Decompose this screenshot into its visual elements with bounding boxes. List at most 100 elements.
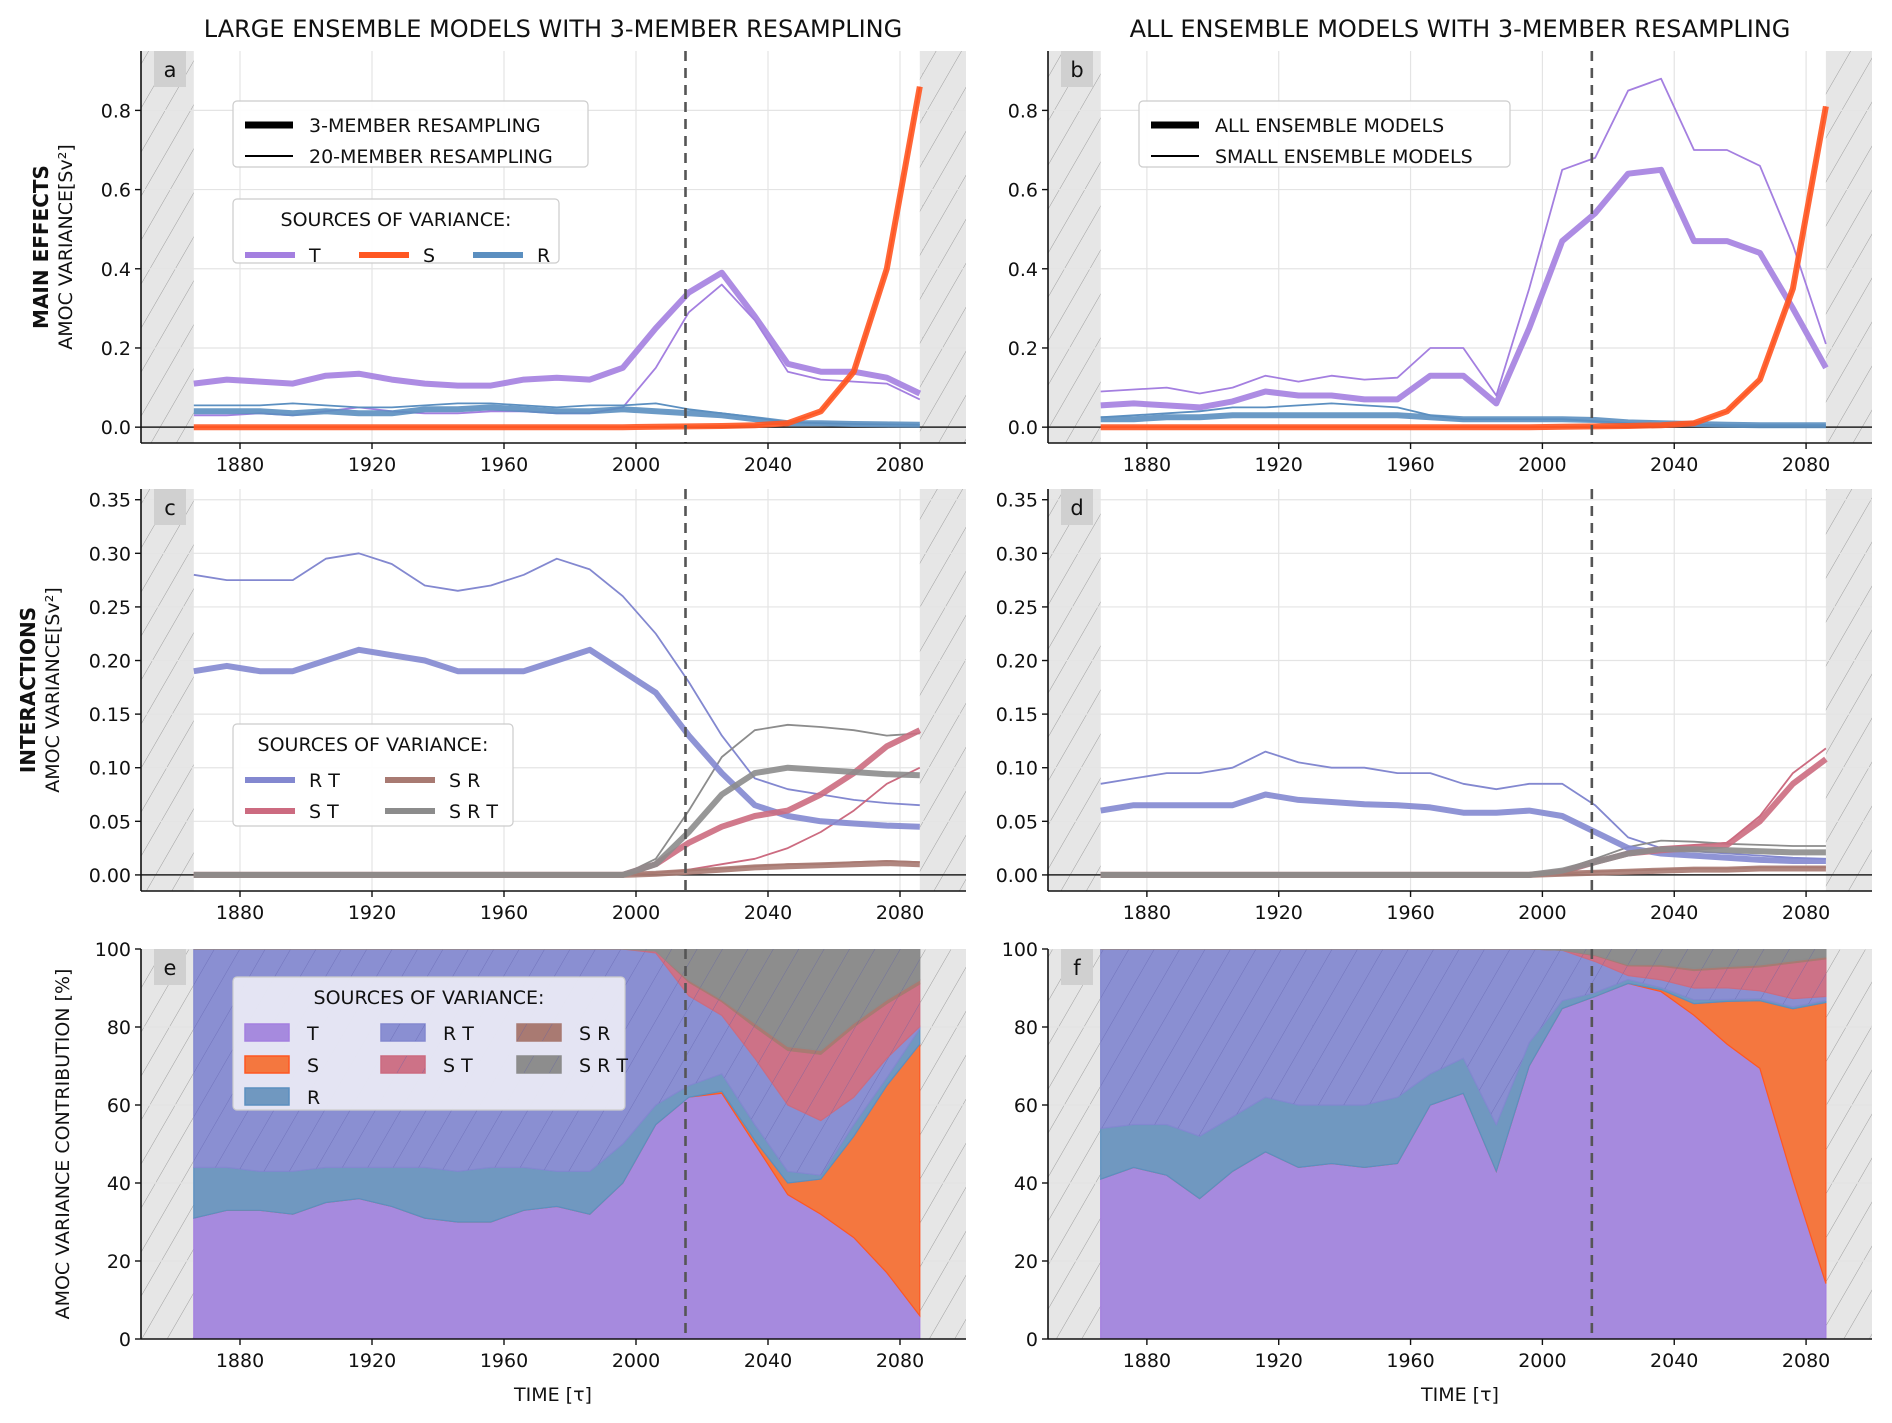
panel-letter-box <box>1061 51 1093 87</box>
panel-letter: c <box>164 496 176 520</box>
x-tick-label: 2040 <box>1650 902 1698 924</box>
x-tick-label: 1920 <box>1255 1350 1303 1372</box>
legend: 3-MEMBER RESAMPLING 20-MEMBER RESAMPLING <box>232 100 589 168</box>
legend-box <box>232 976 626 1111</box>
legend-swatch-hatch <box>517 1056 561 1073</box>
legend-entry: 3-MEMBER RESAMPLING <box>245 115 541 137</box>
y-tick-label: 0.15 <box>89 704 131 726</box>
row-label-main-effects: MAIN EFFECTS <box>29 165 53 329</box>
legend-entry: S T <box>245 801 339 823</box>
legend-entry: SMALL ENSEMBLE MODELS <box>1151 146 1473 168</box>
legend-title: SOURCES OF VARIANCE: <box>314 987 545 1009</box>
legend-entry: 20-MEMBER RESAMPLING <box>245 146 553 168</box>
y-tick-label: 0.30 <box>89 543 131 565</box>
legend-swatch-T <box>244 1023 290 1042</box>
legend-entry: S <box>244 1055 319 1077</box>
y-tick-label: 0.8 <box>101 100 131 122</box>
series-line-S-thick <box>193 86 923 431</box>
x-tick-label: 1880 <box>1123 454 1171 476</box>
out-of-range-left <box>141 489 194 891</box>
out-of-range-left <box>1048 51 1101 443</box>
x-tick-label: 2040 <box>744 902 792 924</box>
out-of-range-right <box>919 489 966 891</box>
y-tick-label: 0.10 <box>89 758 131 780</box>
x-tick-label: 1880 <box>216 1350 264 1372</box>
x-tick-label: 1920 <box>348 1350 396 1372</box>
y-tick-label: 80 <box>1014 1017 1038 1039</box>
legend-swatch-S <box>244 1055 290 1074</box>
x-tick-label: 2040 <box>1650 1350 1698 1372</box>
y-tick-label: 0.35 <box>996 490 1038 512</box>
y-tick-label: 20 <box>1014 1251 1038 1273</box>
legend-label: S R <box>449 770 480 792</box>
x-tick-label: 1920 <box>1255 454 1303 476</box>
y-tick-label: 40 <box>107 1173 131 1195</box>
y-tick-label: 0.8 <box>1008 100 1038 122</box>
out-of-range-right <box>919 949 966 1339</box>
out-of-range-right <box>1825 51 1872 443</box>
plot-area <box>141 489 966 891</box>
y-tick-label: 0.0 <box>1008 417 1038 439</box>
legend-entry: S R T <box>516 1055 628 1077</box>
y-tick-label: 20 <box>107 1251 131 1273</box>
legend-label: R T <box>309 770 340 792</box>
panel-letter: f <box>1073 956 1081 980</box>
x-tick-label: 2000 <box>612 454 660 476</box>
legend-entry: S T <box>380 1055 473 1077</box>
plot-area <box>141 51 966 443</box>
series-line-T-thin <box>1100 77 1827 397</box>
legend-box <box>232 198 560 264</box>
legend-label: S <box>307 1055 319 1077</box>
plot-area <box>1048 949 1872 1339</box>
out-of-range-left <box>1048 489 1101 891</box>
x-tick-label: 2000 <box>1518 902 1566 924</box>
y-tick-label: 80 <box>107 1017 131 1039</box>
panel-d: 1880 1920 1960 2000 2040 2080 0.00 0.05 0.10 0.15… <box>996 489 1872 924</box>
y-tick-label: 0.30 <box>996 543 1038 565</box>
out-of-range-left <box>1048 949 1101 1339</box>
legend-entry: T <box>244 1023 319 1045</box>
series-line-SRT-thick <box>1100 846 1826 878</box>
legend-label: SMALL ENSEMBLE MODELS <box>1215 146 1473 168</box>
stack-hatch-SRT <box>193 949 920 1051</box>
out-of-range-right <box>1825 489 1872 891</box>
legend: ALL ENSEMBLE MODELS SMALL ENSEMBLE MODELS <box>1138 100 1511 168</box>
legend-label: S R <box>579 1023 610 1045</box>
y-tick-label: 60 <box>1014 1095 1038 1117</box>
y-tick-label: 0.6 <box>101 180 131 202</box>
x-tick-label: 1960 <box>480 454 528 476</box>
row-label-main-effects-unit: AMOC VARIANCE[Sv²] <box>55 144 77 349</box>
legend-label: S R T <box>449 801 498 823</box>
legend-swatch-hatch <box>517 1024 561 1041</box>
legend-label: R T <box>443 1023 474 1045</box>
row-label-interactions-unit: AMOC VARIANCE[Sv²] <box>42 587 64 792</box>
legend-label: T <box>306 1023 319 1045</box>
x-tick-label: 2000 <box>612 902 660 924</box>
legend-box <box>232 723 514 827</box>
panel-letter-box <box>1061 949 1093 985</box>
legend-entry: S R <box>516 1023 610 1045</box>
row-label-interactions: INTERACTIONS <box>16 607 40 773</box>
series-line-R-thick <box>1100 412 1826 429</box>
y-tick-label: 0.00 <box>89 865 131 887</box>
legend: SOURCES OF VARIANCE: T S R <box>232 198 560 267</box>
x-axis-label-left: TIME [τ] <box>513 1384 592 1406</box>
x-tick-label: 2040 <box>744 454 792 476</box>
y-tick-label: 0.25 <box>996 597 1038 619</box>
x-tick-label: 1880 <box>1123 1350 1171 1372</box>
legend-label: T <box>308 245 321 267</box>
out-of-range-right <box>1825 949 1872 1339</box>
legend-label: S T <box>309 801 339 823</box>
legend-label: ALL ENSEMBLE MODELS <box>1215 115 1444 137</box>
y-tick-label: 100 <box>95 939 131 961</box>
panel-letter: a <box>164 58 177 82</box>
x-tick-label: 1880 <box>216 902 264 924</box>
y-tick-label: 0.05 <box>89 811 131 833</box>
legend-box <box>1138 100 1511 168</box>
x-tick-label: 1960 <box>480 902 528 924</box>
x-tick-label: 2080 <box>1782 1350 1830 1372</box>
series-line-R-thick <box>193 404 920 428</box>
x-tick-label: 1960 <box>1386 1350 1434 1372</box>
series-line-T-thick <box>1100 166 1829 411</box>
